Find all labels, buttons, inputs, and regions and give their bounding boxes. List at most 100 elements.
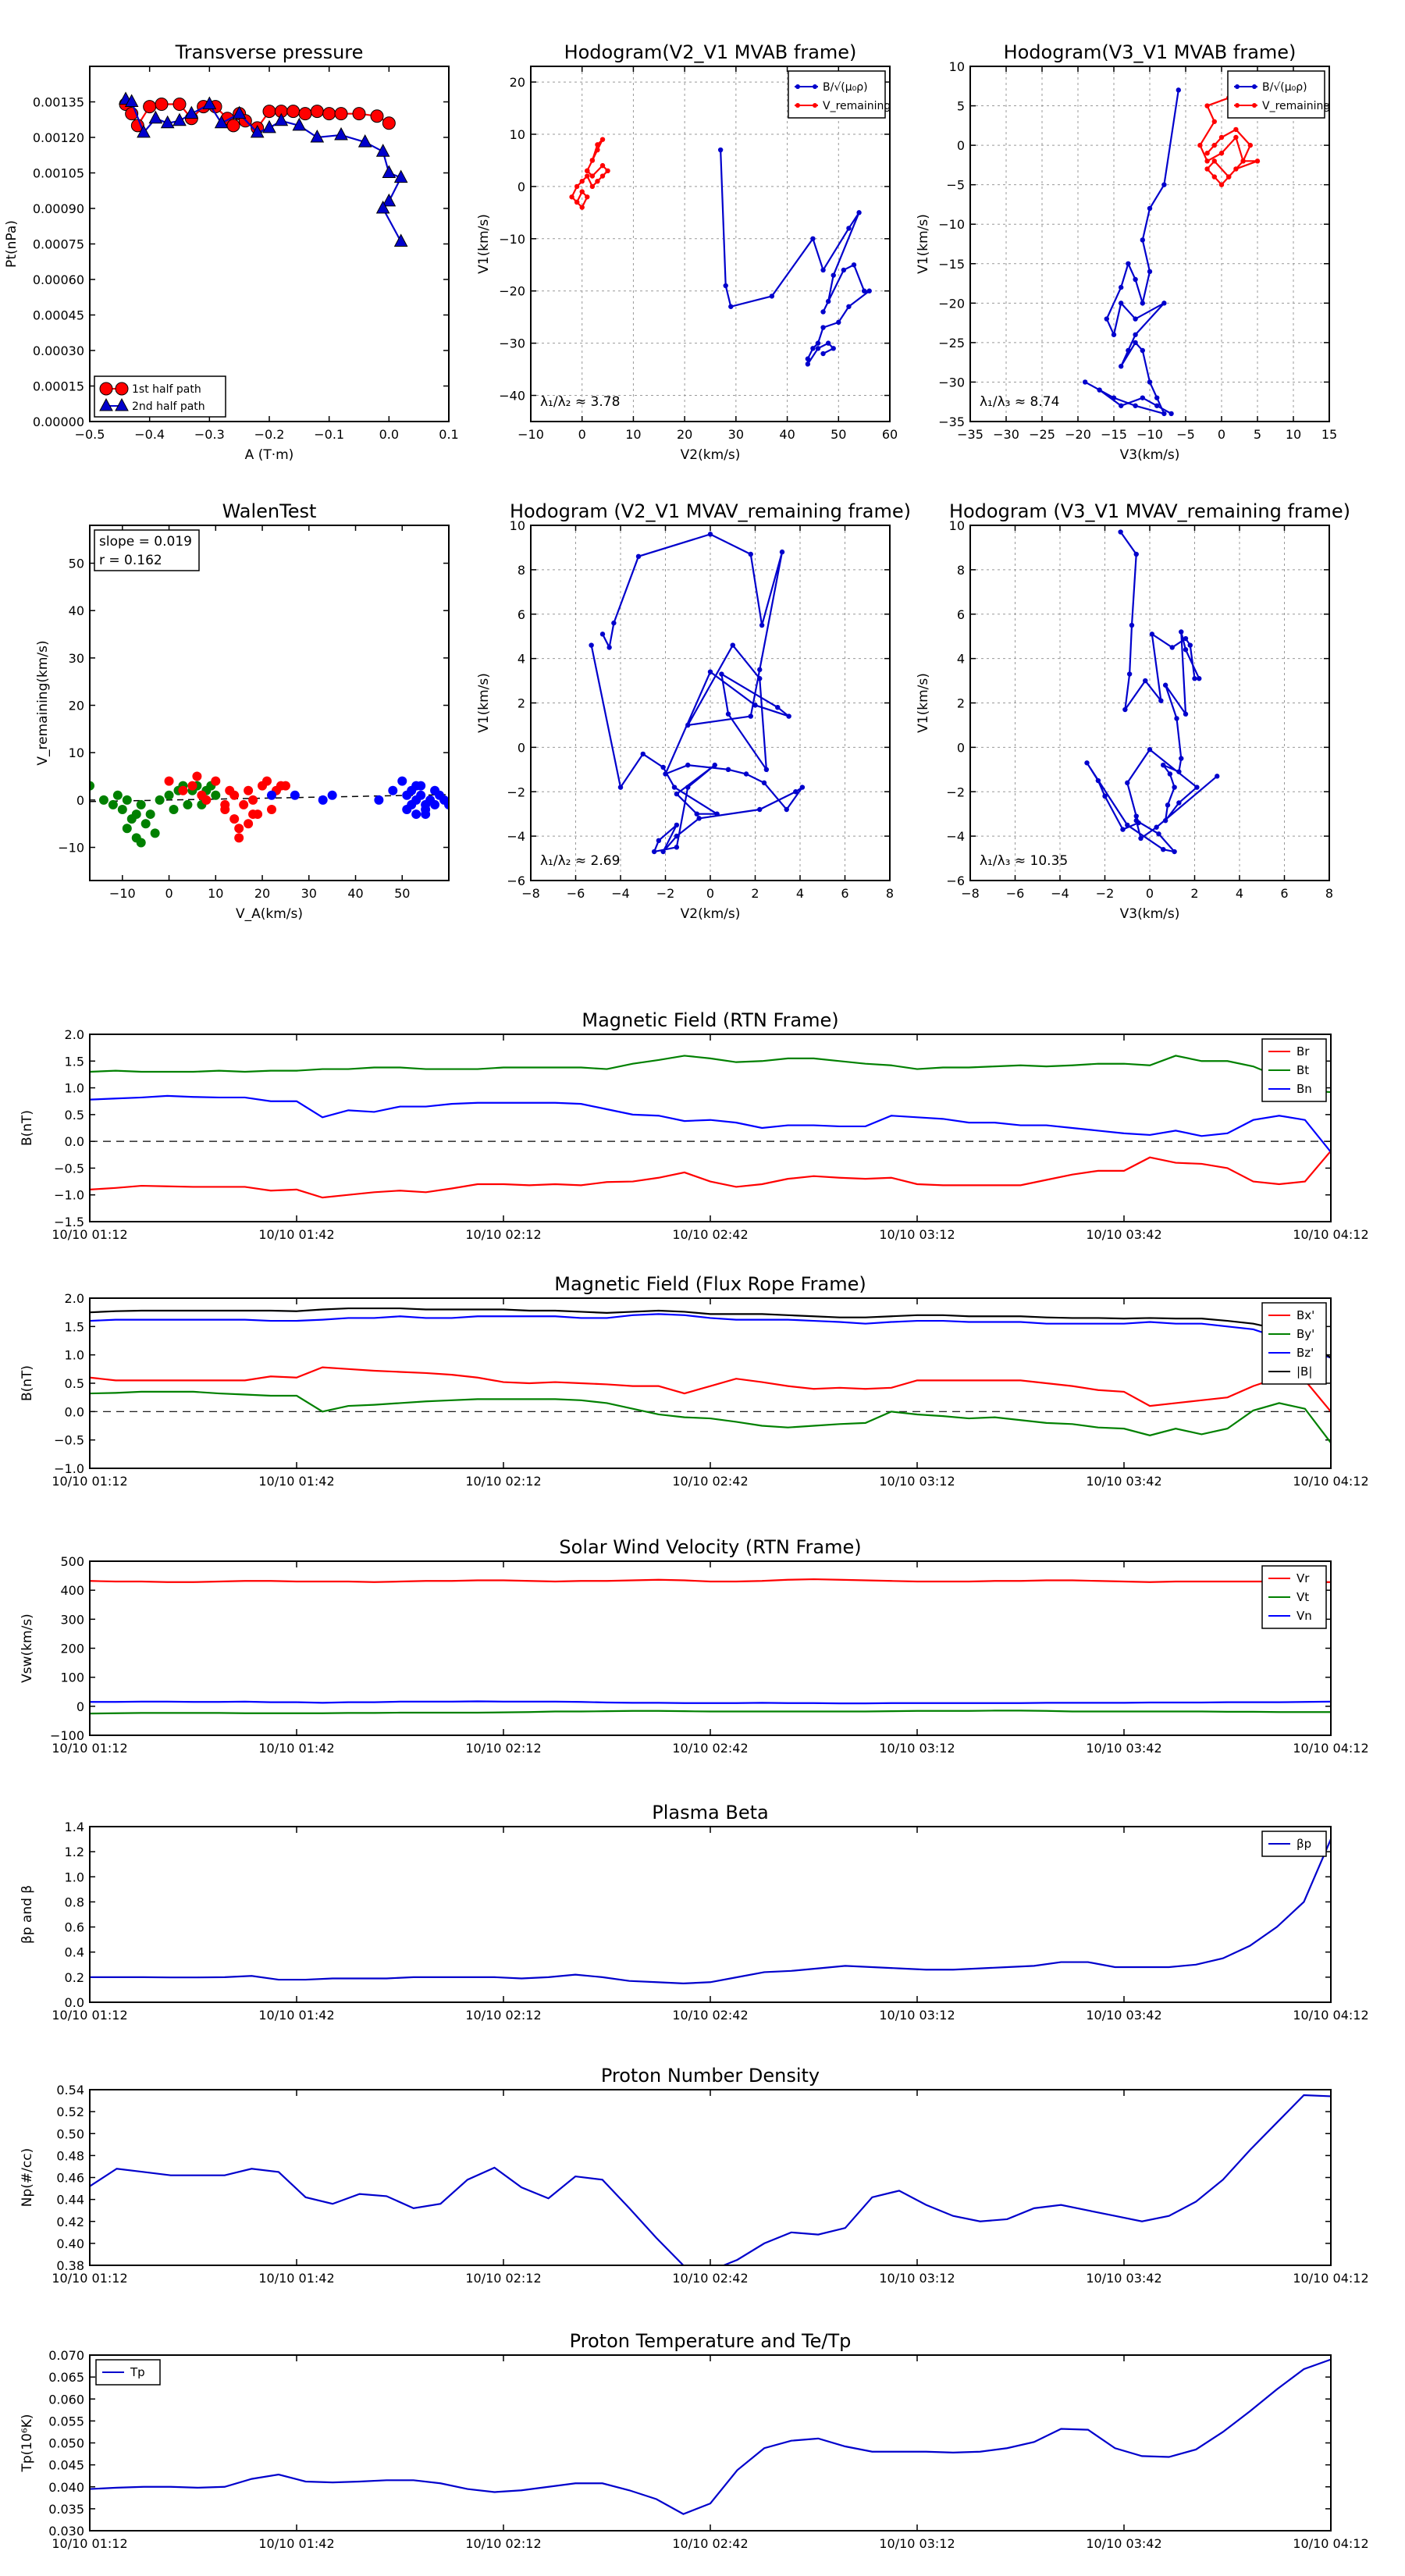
data-point bbox=[1119, 403, 1124, 408]
data-point bbox=[599, 173, 606, 179]
series-line-0 bbox=[90, 1838, 1331, 1984]
panel-beta: 0.0 0.2 0.4 0.6 0.8 1.0 1.2 1.4 10/10 01:12 10/10… bbox=[20, 1802, 1369, 2023]
data-point bbox=[599, 162, 606, 169]
data-point bbox=[1211, 119, 1218, 124]
data-point bbox=[1183, 647, 1189, 653]
ytick-label: −4 bbox=[946, 829, 965, 844]
legend-label: Vt bbox=[1297, 1590, 1309, 1604]
ytick-label: 0.00045 bbox=[33, 308, 84, 323]
data-point bbox=[1154, 395, 1160, 400]
xtick-label: 10 bbox=[1286, 427, 1301, 442]
data-point bbox=[585, 168, 590, 174]
series-line-2 bbox=[90, 1700, 1331, 1705]
time-tick-label: 10/10 03:12 bbox=[879, 2008, 955, 2023]
ytick-label: 500 bbox=[60, 1554, 84, 1569]
data-point bbox=[357, 134, 372, 148]
ytick-label: 0.030 bbox=[48, 2524, 84, 2539]
ytick-label: −4 bbox=[507, 829, 525, 844]
time-tick-label: 10/10 01:42 bbox=[258, 1227, 334, 1242]
xtick-label: 50 bbox=[831, 427, 846, 442]
ytick-label: 0.035 bbox=[48, 2502, 84, 2517]
xtick-label: −15 bbox=[1101, 427, 1127, 442]
legend: B/√(μ₀ρ) V_remaining bbox=[788, 70, 891, 119]
data-point bbox=[1095, 777, 1101, 784]
ytick-label: 8 bbox=[957, 563, 965, 578]
ytick-label: 0 bbox=[518, 740, 525, 755]
ytick-label: 1.5 bbox=[65, 1054, 84, 1069]
ytick-label: 0.050 bbox=[48, 2436, 84, 2451]
ytick-label: 1.5 bbox=[65, 1319, 84, 1334]
xtick-label: −6 bbox=[567, 886, 585, 901]
data-point bbox=[402, 805, 412, 814]
chart-title: Hodogram(V2_V1 MVAB frame) bbox=[564, 41, 857, 63]
time-tick-label: 10/10 01:42 bbox=[258, 2271, 334, 2286]
data-point bbox=[226, 119, 240, 133]
xtick-label: −20 bbox=[1065, 427, 1091, 442]
xtick-label: −10 bbox=[518, 427, 544, 442]
data-point bbox=[574, 199, 580, 205]
data-point bbox=[239, 799, 249, 809]
data-point bbox=[617, 785, 624, 790]
ytick-label: 0.54 bbox=[56, 2083, 84, 2097]
data-point bbox=[820, 267, 826, 273]
legend: Br Bt Bn bbox=[1261, 1038, 1327, 1102]
data-point bbox=[856, 210, 862, 215]
axes-frame bbox=[89, 1826, 1332, 2003]
data-point bbox=[1204, 103, 1210, 109]
xtick-label: −5 bbox=[1176, 427, 1195, 442]
time-tick-label: 10/10 02:12 bbox=[465, 2008, 541, 2023]
chart-title: Transverse pressure bbox=[175, 41, 364, 63]
data-point bbox=[1165, 802, 1171, 808]
data-point bbox=[1218, 151, 1225, 156]
series-line-3 bbox=[90, 1307, 1331, 1359]
legend-label: B/√(μ₀ρ) bbox=[823, 81, 868, 94]
chart-title: Proton Number Density bbox=[601, 2065, 820, 2087]
data-point bbox=[1147, 747, 1153, 753]
chart-title: Hodogram(V3_V1 MVAB frame) bbox=[1004, 41, 1297, 63]
data-point bbox=[815, 340, 821, 346]
axes-frame bbox=[89, 1297, 1332, 1469]
legend-label: 2nd half path bbox=[132, 400, 205, 413]
xtick-label: 30 bbox=[301, 886, 317, 901]
ytick-label: −20 bbox=[499, 284, 525, 299]
data-point bbox=[1140, 301, 1146, 306]
ytick-label: 0.00060 bbox=[33, 272, 84, 287]
data-point bbox=[831, 272, 836, 278]
series-line-0 bbox=[720, 150, 872, 368]
legend: Vr Vt Vn bbox=[1261, 1565, 1327, 1629]
data-point bbox=[1102, 793, 1108, 799]
ytick-label: 1.0 bbox=[65, 1870, 84, 1884]
ytick-label: 0.045 bbox=[48, 2458, 84, 2473]
xtick-label: −8 bbox=[961, 886, 980, 901]
ytick-label: 10 bbox=[949, 518, 965, 533]
data-point bbox=[1233, 166, 1239, 172]
data-point bbox=[685, 762, 691, 768]
ytick-label: 0 bbox=[518, 180, 525, 194]
ytick-label: −35 bbox=[938, 415, 965, 429]
xtick-label: 5 bbox=[1254, 427, 1261, 442]
xtick-label: −2 bbox=[1096, 886, 1115, 901]
data-point bbox=[117, 805, 127, 814]
ytick-label: 0.00105 bbox=[33, 166, 84, 181]
data-point bbox=[1125, 822, 1130, 828]
data-point bbox=[411, 809, 422, 820]
time-tick-label: 10/10 04:12 bbox=[1293, 2536, 1368, 2551]
y-axis-label: B(nT) bbox=[20, 1365, 35, 1401]
time-tick-label: 10/10 02:42 bbox=[672, 1227, 748, 1242]
data-point bbox=[1161, 411, 1167, 417]
xtick-label: −35 bbox=[957, 427, 984, 442]
ytick-label: 0 bbox=[76, 1699, 84, 1714]
data-point bbox=[1143, 678, 1148, 684]
data-point bbox=[579, 189, 585, 194]
ytick-label: −20 bbox=[938, 296, 965, 311]
axes-frame bbox=[89, 2354, 1332, 2532]
data-point bbox=[866, 288, 872, 294]
ytick-label: 20 bbox=[69, 699, 84, 713]
legend-label: Br bbox=[1297, 1044, 1310, 1059]
data-point bbox=[820, 325, 826, 330]
series-line-2 bbox=[90, 1313, 1331, 1359]
ytick-label: 0.5 bbox=[65, 1108, 84, 1123]
data-point bbox=[589, 183, 596, 190]
data-point bbox=[1194, 785, 1200, 790]
ytick-label: 2 bbox=[957, 696, 965, 711]
